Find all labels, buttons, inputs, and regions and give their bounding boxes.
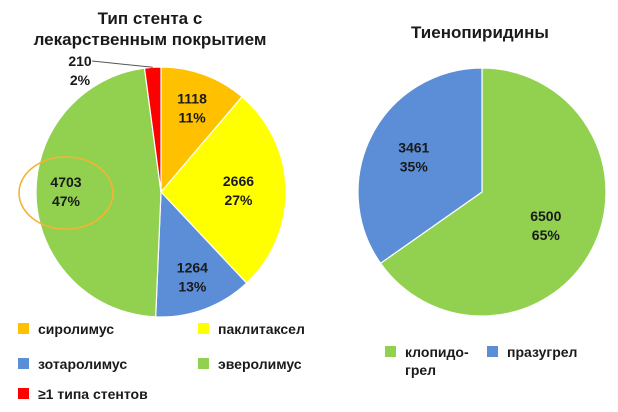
pie-slice-паклитаксел — [160, 95, 287, 284]
pie-slice-празугрел — [357, 67, 483, 265]
legend-item-prasugrel: празугрел — [487, 343, 577, 361]
highlight-ellipse — [18, 156, 114, 230]
pie-slice-клопидогрел — [379, 67, 607, 317]
pie-slice-эверолимус — [35, 67, 162, 318]
legend-label: сиролимус — [38, 321, 115, 337]
leader-line — [91, 60, 153, 68]
legend-label: паклитаксел — [218, 321, 305, 337]
slice-label-паклитаксел: 2666 27% — [223, 173, 254, 208]
legend-item-clopidogrel: клопидо- грел — [385, 343, 469, 379]
legend-label: ≥1 типа стентов — [38, 386, 148, 402]
legend-swatch — [198, 323, 209, 334]
legend-swatch — [385, 346, 396, 357]
legend-label: эверолимус — [218, 356, 302, 372]
legend-item-everolimus: эверолимус — [198, 355, 302, 373]
legend-label: празугрел — [507, 344, 578, 360]
right-pie: 6500 65% 3461 35% — [357, 67, 607, 317]
left-pie: 1118 11% 2666 27% 1264 13% 4703 47% 210 2% — [18, 53, 287, 318]
pie-slice-сиролимус — [160, 66, 243, 194]
legend-item-sirolimus: сиролимус — [18, 320, 114, 338]
slice-label-клопидогрел: 6500 65% — [530, 208, 561, 243]
legend-item-zotarolimus: зотаролимус — [18, 355, 127, 373]
legend-item-paclitaxel: паклитаксел — [198, 320, 305, 338]
slice-label-1-типа-стентов: 210 2% — [68, 53, 92, 88]
slice-label-празугрел: 3461 35% — [398, 140, 429, 175]
legend-swatch — [18, 323, 29, 334]
legend-swatch — [18, 388, 29, 399]
legend-item-multiple-stents: ≥1 типа стентов — [18, 385, 148, 403]
slice-label-зотаролимус: 1264 13% — [177, 259, 208, 294]
pie-slice-зотаролимус — [155, 190, 248, 318]
legend-swatch — [18, 358, 29, 369]
legend-swatch — [198, 358, 209, 369]
slice-label-эверолимус: 4703 47% — [50, 174, 81, 209]
legend-swatch — [487, 346, 498, 357]
right-chart-title: Тиенопиридины — [411, 23, 549, 42]
slice-label-сиролимус: 1118 11% — [177, 91, 207, 126]
left-chart-title: Тип стента с лекарственным покрытием — [33, 9, 267, 49]
legend-label: зотаролимус — [38, 356, 128, 372]
legend-label: клопидо- грел — [405, 344, 469, 378]
